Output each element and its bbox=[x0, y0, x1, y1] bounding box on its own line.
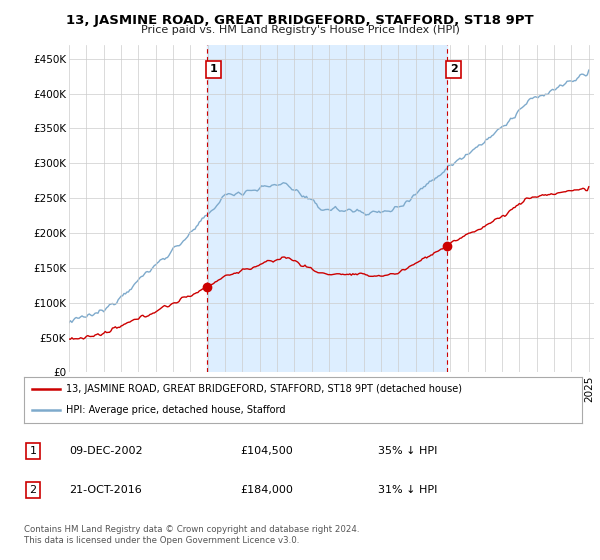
Text: 1: 1 bbox=[209, 64, 217, 74]
Bar bbox=[206, 45, 447, 372]
Text: 13, JASMINE ROAD, GREAT BRIDGEFORD, STAFFORD, ST18 9PT (detached house): 13, JASMINE ROAD, GREAT BRIDGEFORD, STAF… bbox=[66, 384, 462, 394]
Text: Price paid vs. HM Land Registry's House Price Index (HPI): Price paid vs. HM Land Registry's House … bbox=[140, 25, 460, 35]
Text: 35% ↓ HPI: 35% ↓ HPI bbox=[378, 446, 437, 456]
Text: £104,500: £104,500 bbox=[240, 446, 293, 456]
Text: 2: 2 bbox=[29, 485, 37, 495]
Text: HPI: Average price, detached house, Stafford: HPI: Average price, detached house, Staf… bbox=[66, 405, 286, 416]
Text: 09-DEC-2002: 09-DEC-2002 bbox=[69, 446, 143, 456]
Text: 31% ↓ HPI: 31% ↓ HPI bbox=[378, 485, 437, 495]
Text: £184,000: £184,000 bbox=[240, 485, 293, 495]
Text: 13, JASMINE ROAD, GREAT BRIDGEFORD, STAFFORD, ST18 9PT: 13, JASMINE ROAD, GREAT BRIDGEFORD, STAF… bbox=[66, 14, 534, 27]
Text: 21-OCT-2016: 21-OCT-2016 bbox=[69, 485, 142, 495]
Text: Contains HM Land Registry data © Crown copyright and database right 2024.
This d: Contains HM Land Registry data © Crown c… bbox=[24, 525, 359, 545]
Text: 2: 2 bbox=[450, 64, 458, 74]
Text: 1: 1 bbox=[29, 446, 37, 456]
